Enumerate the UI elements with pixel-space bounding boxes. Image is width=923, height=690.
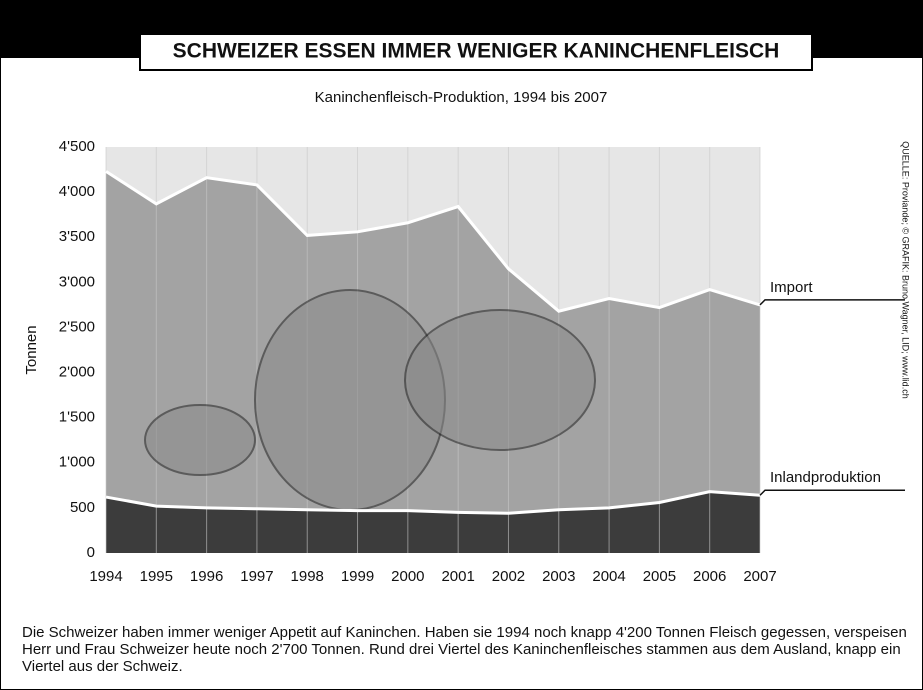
x-tick-label: 1996 [190,568,223,585]
x-tick-label: 1999 [341,568,374,585]
illustration [145,405,255,475]
y-tick-label: 0 [87,544,95,561]
x-tick-label: 1995 [140,568,173,585]
chart-title: SCHWEIZER ESSEN IMMER WENIGER KANINCHENF… [173,40,780,63]
legend-label: Inlandproduktion [770,469,881,486]
y-tick-label: 2'500 [59,318,95,335]
x-tick-label: 2004 [592,568,625,585]
y-tick-label: 1'000 [59,454,95,471]
chart: SCHWEIZER ESSEN IMMER WENIGER KANINCHENF… [0,0,923,690]
x-tick-label: 2003 [542,568,575,585]
x-tick-label: 2001 [441,568,474,585]
y-tick-label: 2'000 [59,364,95,381]
x-tick-label: 1997 [240,568,273,585]
legend-label: Import [770,279,813,296]
source: QUELLE: Proviande; © GRAFIK: Bruno Wagne… [901,141,911,398]
x-tick-label: 1998 [291,568,324,585]
y-tick-label: 1'500 [59,409,95,426]
y-tick-label: 500 [70,499,95,516]
x-tick-label: 2005 [643,568,676,585]
note: Die Schweizer haben immer weniger Appeti… [22,624,912,675]
x-tick-label: 2007 [743,568,776,585]
subtitle: Kaninchenfleisch-Produktion, 1994 bis 20… [315,89,608,106]
y-axis-label: Tonnen [23,325,40,374]
y-tick-label: 3'500 [59,228,95,245]
x-tick-label: 2000 [391,568,424,585]
y-tick-label: 4'500 [59,138,95,155]
illustration [405,310,595,450]
y-tick-label: 4'000 [59,183,95,200]
x-tick-label: 2002 [492,568,525,585]
y-tick-label: 3'000 [59,273,95,290]
x-tick-label: 1994 [89,568,122,585]
x-tick-label: 2006 [693,568,726,585]
